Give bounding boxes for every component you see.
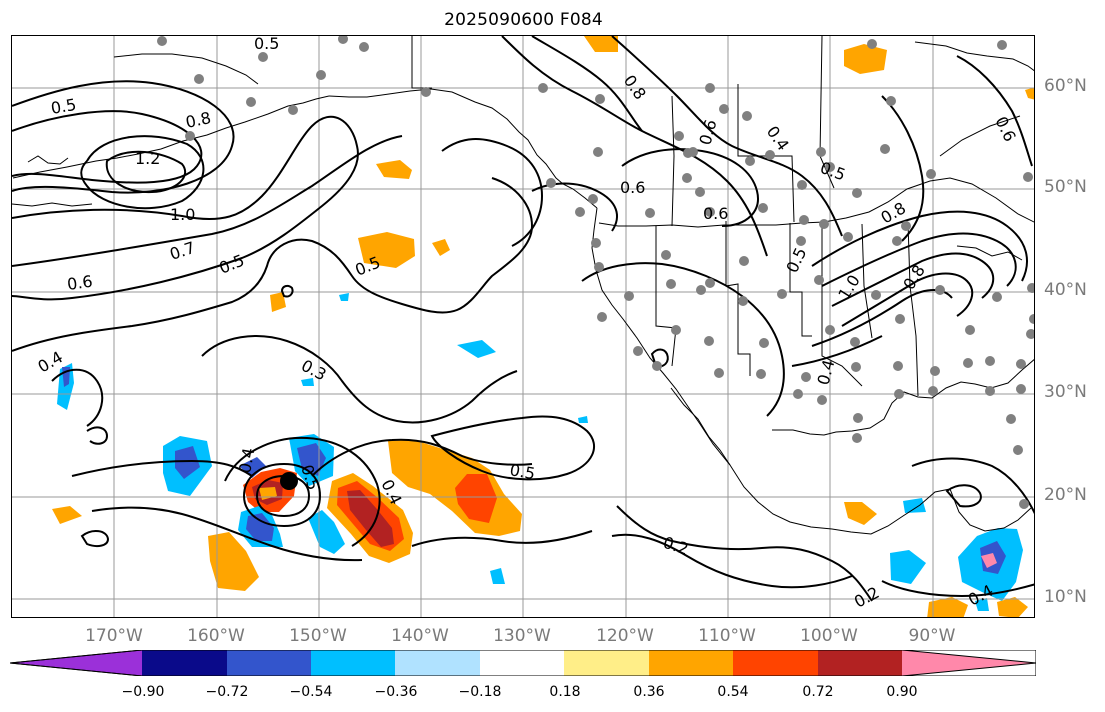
colorbar-over-extension	[902, 650, 1036, 676]
colorbar-tick-label: −0.18	[458, 684, 502, 700]
colorbar-segment	[564, 650, 649, 676]
colorbar-tick-label: 0.72	[802, 684, 834, 700]
colorbar-tick-label: 0.36	[633, 684, 665, 700]
colorbar-tick-label: 0.90	[886, 684, 918, 700]
colorbar-tick-label: −0.90	[121, 684, 165, 700]
longitude-label: 120°W	[596, 626, 654, 646]
latitude-label: 60°N	[1044, 76, 1087, 96]
contour-label: 0.5	[782, 245, 810, 276]
graticule	[12, 36, 1034, 617]
longitude-label: 100°W	[800, 626, 858, 646]
contour-label: 0.2	[851, 583, 882, 612]
colorbar-segment	[311, 650, 395, 676]
longitude-label: 170°W	[85, 626, 143, 646]
contour-label: 1.0	[834, 271, 864, 303]
map-panel: 0.5 0.5 0.8 1.2 1.0 0.7 0.6 0.5 0.5 0.4 …	[11, 35, 1035, 618]
colorbar-segment	[818, 650, 902, 676]
longitude-label: 150°W	[289, 626, 347, 646]
colorbar-tick-label: −0.72	[205, 684, 249, 700]
colorbar-segment	[480, 650, 564, 676]
station-markers	[157, 36, 1034, 509]
contour-label: 0.8	[184, 108, 213, 132]
contour-label-group: 0.5 0.5 0.8 1.2 1.0 0.7 0.6 0.5 0.5 0.4 …	[35, 36, 1020, 612]
colorbar	[10, 650, 1036, 676]
colorbar-under-extension	[10, 650, 142, 676]
latitude-label: 10°N	[1044, 587, 1087, 607]
contour-label: 0.5	[818, 158, 848, 185]
longitude-label: 160°W	[187, 626, 245, 646]
contour-label: 0.4	[763, 122, 793, 154]
latitude-label: 20°N	[1044, 485, 1087, 505]
contour-label: 0.6	[696, 118, 721, 148]
contour-label: 0.5	[508, 460, 536, 483]
colorbar-tick-label: −0.54	[289, 684, 333, 700]
longitude-label: 110°W	[698, 626, 756, 646]
latitude-label: 50°N	[1044, 177, 1087, 197]
map-canvas: 0.5 0.5 0.8 1.2 1.0 0.7 0.6 0.5 0.5 0.4 …	[12, 36, 1034, 617]
contour-label: 1.0	[170, 205, 195, 224]
colorbar-tick-label: −0.36	[374, 684, 418, 700]
colorbar-tick-label: 0.54	[717, 684, 749, 700]
contour-label: 0.6	[620, 178, 645, 197]
colorbar-segment	[733, 650, 818, 676]
map-title: 2025090600 F084	[444, 10, 603, 30]
contour-label: 0.5	[49, 95, 77, 118]
contour-label: 1.2	[135, 149, 160, 168]
latitude-label: 30°N	[1044, 382, 1087, 402]
contour-label: 0.6	[66, 272, 94, 294]
contour-label: 0.5	[216, 251, 247, 278]
latitude-label: 40°N	[1044, 280, 1087, 300]
longitude-label: 90°W	[908, 626, 956, 646]
contour-lines	[12, 36, 1034, 602]
colorbar-segment	[227, 650, 311, 676]
contour-label: 0.6	[703, 204, 728, 223]
colorbar-tick-label: 0.18	[549, 684, 581, 700]
colorbar-segment	[142, 650, 227, 676]
contour-label: 0.4	[814, 358, 839, 388]
longitude-label: 130°W	[493, 626, 551, 646]
longitude-label: 140°W	[391, 626, 449, 646]
contour-label: 0.5	[254, 36, 279, 53]
colorbar-segment	[395, 650, 480, 676]
colorbar-segment	[649, 650, 733, 676]
contour-label: 0.8	[620, 71, 650, 103]
storm-center-marker	[280, 472, 298, 490]
contour-label: 0.4	[235, 446, 258, 474]
